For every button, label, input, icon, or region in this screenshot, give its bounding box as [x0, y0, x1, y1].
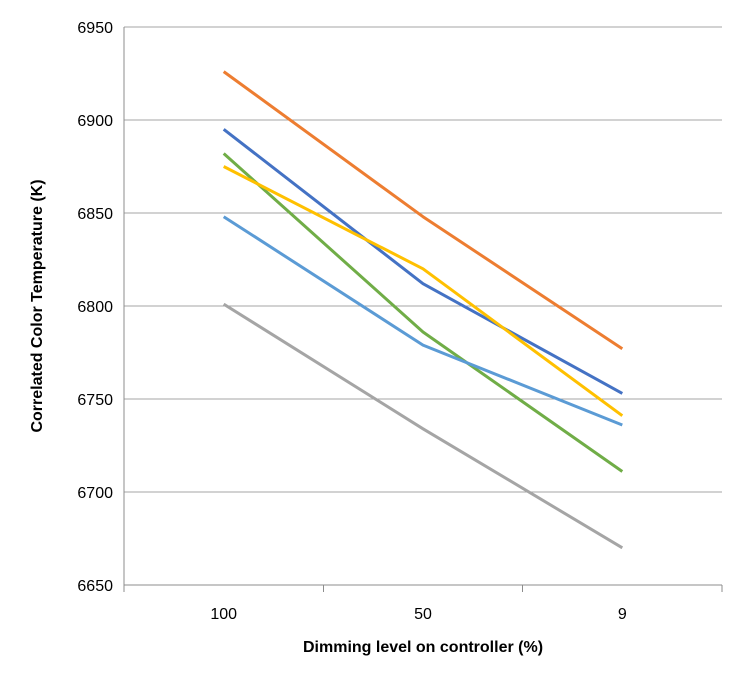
y-axis-title: Correlated Color Temperature (K) [29, 179, 46, 432]
series-line-2 [222, 128, 624, 395]
y-tick-label: 6950 [77, 20, 113, 37]
y-tick-label: 6700 [77, 485, 113, 502]
x-tick-label: 50 [414, 606, 432, 623]
series-line-6 [222, 302, 624, 550]
series-line-1 [222, 70, 624, 351]
axis-layer [123, 27, 723, 592]
series-line-3 [222, 152, 624, 473]
series-line-4 [223, 165, 624, 417]
y-tick-label: 6800 [77, 299, 113, 316]
series-line-5 [222, 215, 623, 427]
x-tick-label: 100 [210, 606, 237, 623]
label-layer: 6650 6700 6750 6800 6850 6900 6950 100 50 9 [77, 20, 626, 623]
y-tick-label: 6850 [77, 206, 113, 223]
y-tick-label: 6900 [77, 113, 113, 130]
series-layer [222, 70, 624, 550]
x-axis-title: Dimming level on controller (%) [303, 639, 543, 656]
y-tick-label: 6650 [77, 578, 113, 595]
y-tick-label: 6750 [77, 392, 113, 409]
x-tick-label: 9 [618, 606, 627, 623]
grid-layer [124, 26, 722, 493]
